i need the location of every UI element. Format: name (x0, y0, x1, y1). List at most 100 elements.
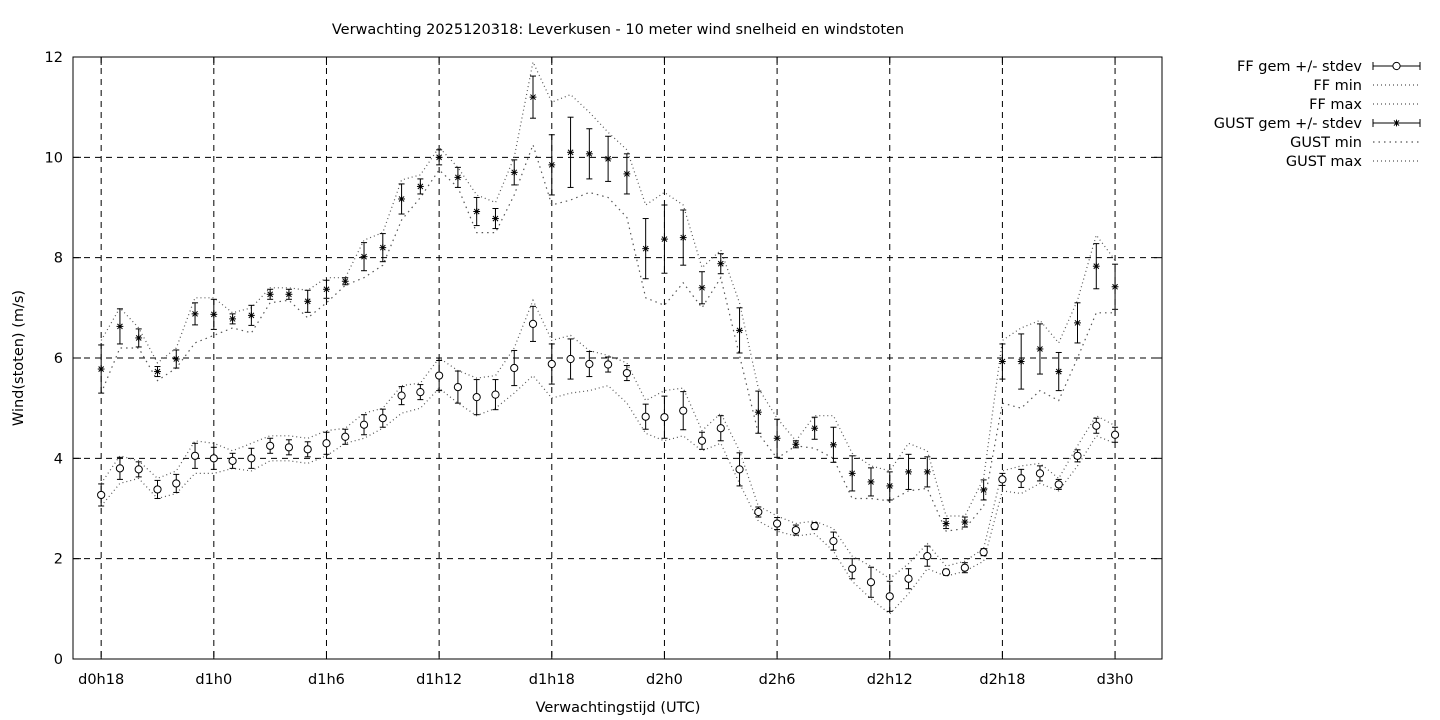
star-stroke (304, 298, 311, 305)
gust-mean-point (886, 482, 894, 490)
x-tick-label: d0h18 (78, 672, 124, 688)
ff-mean-point (209, 454, 218, 463)
y-axis-ticks: 0 2 4 6 8 10 12 (45, 50, 1162, 668)
gust-mean-point (679, 234, 687, 241)
gust-mean-point (1111, 283, 1119, 291)
gust-mean-point (754, 408, 762, 416)
gust-mean-point (341, 277, 349, 285)
ff-mean-point (566, 354, 575, 364)
star-stroke (154, 368, 161, 375)
ff-mean-point (641, 412, 650, 421)
ff-mean-point (359, 420, 369, 429)
gust-mean-point (360, 253, 368, 261)
legend-marker (1393, 119, 1400, 127)
y-tick-label: 10 (45, 150, 63, 166)
x-tick-label: d1h0 (195, 672, 232, 688)
y-tick-label: 4 (54, 451, 63, 467)
gust-mean-point (154, 368, 161, 375)
gust-mean-point (247, 311, 255, 319)
star-stroke (999, 358, 1006, 365)
ff-mean-point (679, 406, 688, 415)
ff-mean-point (923, 552, 932, 561)
ff-mean-point (416, 388, 425, 397)
star-stroke (811, 425, 818, 432)
ff-mean-point (1017, 474, 1026, 483)
gust-mean-point (830, 441, 837, 449)
ff-mean-point (303, 445, 312, 454)
gust-mean-point (604, 155, 612, 163)
star-stroke (229, 315, 236, 322)
star-stroke (868, 479, 874, 485)
gust-mean-point (980, 486, 988, 494)
gust-mean-point (698, 284, 706, 292)
star-stroke (792, 441, 799, 448)
star-stroke (492, 215, 499, 222)
legend-label: GUST max (1286, 154, 1363, 170)
gust-mean-point (905, 468, 912, 476)
star-stroke (905, 468, 912, 475)
star-stroke (379, 244, 386, 251)
gust-mean-point (736, 327, 743, 334)
star-stroke (117, 323, 123, 330)
star-stroke (436, 154, 443, 161)
ff-mean-point (97, 490, 106, 500)
x-tick-label: d1h18 (529, 672, 575, 688)
star-stroke (623, 170, 630, 177)
ff-mean-point (1073, 451, 1082, 460)
star-stroke (980, 487, 987, 493)
star-stroke (680, 234, 687, 241)
ff-mean-point (266, 441, 275, 450)
ff-mean-point (247, 454, 256, 463)
gust-mean-point (642, 245, 650, 253)
gust-mean-point (116, 322, 124, 330)
star-stroke (699, 284, 705, 291)
ff-mean-point (1054, 480, 1063, 489)
chart-title: Verwachting 2025120318: Leverkusen - 10 … (332, 22, 904, 38)
star-stroke (717, 260, 724, 267)
ff-mean-point (697, 436, 707, 445)
star-stroke (1112, 283, 1118, 290)
star-stroke (1018, 358, 1025, 365)
ff-mean-point (979, 548, 988, 557)
ff-mean-point (115, 464, 125, 473)
star-stroke (736, 327, 743, 334)
ff-mean-point (378, 414, 387, 423)
gust-mean-point (773, 434, 781, 442)
star-stroke (323, 286, 330, 293)
gust-mean-point (379, 244, 387, 252)
legend-label: FF min (1313, 78, 1362, 94)
ff-mean-point (341, 432, 350, 441)
x-tick-label: d1h6 (308, 672, 345, 688)
star-stroke (342, 278, 349, 285)
ff-mean-point (716, 424, 725, 433)
x-tick-label: d1h12 (416, 672, 462, 688)
legend-marker (1392, 61, 1401, 71)
legend: FF gem +/- stdev FF min FF max GUST gem +/-… (1214, 59, 1421, 170)
star-stroke (1074, 319, 1081, 326)
ff-mean-point (660, 413, 669, 422)
star-stroke (586, 150, 593, 157)
star-stroke (173, 356, 180, 362)
star-stroke (755, 409, 762, 416)
gust-mean-point (135, 334, 143, 342)
ff-mean-point (848, 564, 857, 573)
y-tick-label: 8 (54, 251, 63, 267)
gust-mean-point (97, 365, 105, 373)
ff-mean-point (622, 368, 631, 378)
star-stroke (473, 208, 480, 215)
star-stroke (943, 520, 949, 527)
ff-mean-point (190, 451, 200, 460)
ff-mean-point (1092, 421, 1101, 430)
ff-mean-point (754, 507, 763, 517)
x-tick-label: d2h0 (646, 672, 683, 688)
gust-mean-point (867, 478, 875, 486)
star-stroke (361, 253, 367, 260)
ff-mean-point (829, 537, 838, 546)
x-tick-label: d2h6 (759, 672, 796, 688)
ff-mean-point (772, 519, 782, 528)
star-stroke (210, 311, 217, 318)
ff-mean-point (810, 521, 819, 531)
gust-mean-point (398, 195, 405, 203)
gust-mean-point (923, 468, 931, 476)
